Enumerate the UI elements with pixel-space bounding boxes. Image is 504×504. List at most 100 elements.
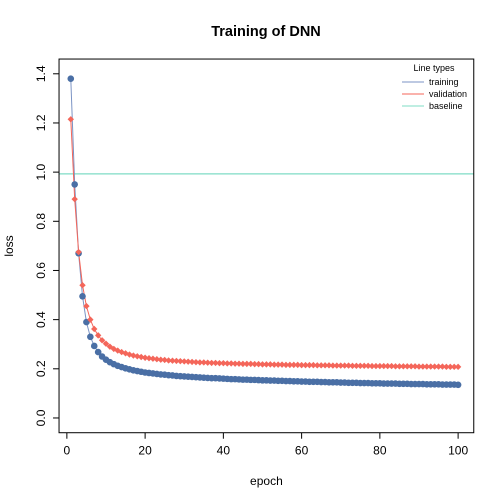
validation-point [184,358,192,365]
validation-point [196,359,204,366]
validation-point [161,356,168,364]
x-tick-label: 0 [64,444,71,458]
validation-point [314,362,321,369]
training-point [90,342,98,350]
validation-point [235,360,243,367]
validation-point [411,363,419,370]
legend-title: Line types [413,63,455,73]
validation-point [380,362,387,370]
validation-point [423,363,431,370]
validation-point [165,357,172,364]
validation-point [169,357,176,364]
validation-point [227,360,235,367]
legend: Line types training validation baseline [402,63,467,111]
training-point [67,75,75,83]
validation-point [400,363,407,370]
validation-point [87,316,94,323]
validation-point [282,361,290,369]
validation-point [454,363,462,371]
validation-point [392,363,399,370]
x-tick-label: 60 [295,444,309,458]
validation-point [294,361,301,369]
validation-point [274,361,282,368]
validation-point [220,359,227,367]
validation-point [231,360,239,367]
y-axis-label: loss [2,235,16,256]
validation-point [173,357,180,365]
training-point [454,381,462,389]
validation-point [94,332,102,339]
validation-point [349,362,356,370]
validation-point [404,363,411,370]
validation-point [192,358,200,366]
training-point [94,348,102,356]
y-tick-label: 1.4 [34,65,48,82]
validation-point [114,347,121,354]
validation-point [321,362,329,369]
validation-point [239,360,247,368]
validation-point [224,360,231,367]
y-tick-label: 1.2 [34,114,48,131]
validation-point [212,359,219,367]
validation-point [384,362,391,370]
validation-point [368,362,376,370]
legend-label-validation: validation [429,89,467,99]
validation-point [200,359,208,366]
validation-point [263,361,270,368]
validation-point [388,362,395,370]
validation-point [298,361,305,369]
validation-point [341,362,348,369]
y-tick-label: 0.6 [34,262,48,279]
validation-point [431,363,438,370]
validation-point [361,362,368,370]
validation-point [278,361,286,368]
validation-point [102,340,110,347]
training-point [87,333,94,341]
validation-point [75,248,82,256]
validation-point [357,362,364,370]
y-tick-label: 0.8 [34,213,48,230]
validation-point [243,360,251,368]
validation-point [188,358,196,366]
validation-point [306,361,313,369]
legend-label-baseline: baseline [429,101,463,111]
validation-point [364,362,372,370]
validation-point [353,362,360,370]
training-point [79,292,86,300]
validation-point [376,362,384,370]
y-tick-label: 1.0 [34,163,48,180]
validation-point [141,354,149,361]
y-tick-label: 0.2 [34,360,48,377]
validation-point [345,362,352,369]
validation-point [419,363,427,370]
validation-point [435,363,442,370]
validation-point [67,116,74,123]
validation-point [251,360,258,368]
validation-point [450,363,458,371]
x-tick-label: 100 [448,444,468,458]
validation-point [407,363,415,370]
validation-point [91,325,98,333]
x-tick-label: 20 [138,444,152,458]
validation-point [329,362,337,369]
validation-point [310,361,317,369]
validation-point [317,362,325,369]
validation-point [153,356,161,363]
plot-frame [58,58,475,434]
validation-point [427,363,434,370]
y-tick-label: 0.4 [34,311,48,328]
x-axis-label: epoch [250,474,283,488]
validation-point [267,361,274,368]
validation-point [286,361,294,369]
validation-point [447,363,454,371]
validation-point [443,363,450,371]
validation-point [247,360,254,368]
chart-title: Training of DNN [211,24,321,40]
validation-point [79,282,86,289]
validation-point [255,360,262,368]
data-layer [59,75,474,389]
x-tick-label: 80 [373,444,387,458]
y-tick-label: 0.0 [34,409,48,426]
validation-point [325,362,333,369]
